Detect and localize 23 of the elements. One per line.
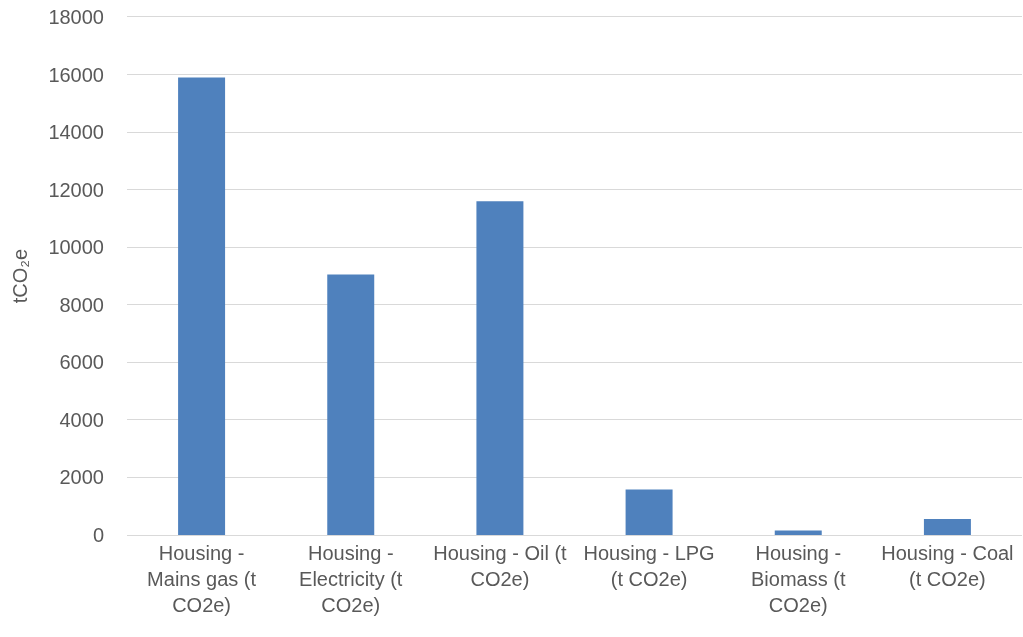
y-tick-label: 18000 bbox=[48, 6, 104, 28]
bar bbox=[178, 77, 226, 535]
x-tick-label: Housing - LPG (t CO2e) bbox=[583, 542, 715, 590]
x-tick-label: Housing - Mains gas (t CO2e) bbox=[147, 542, 257, 616]
bar bbox=[625, 489, 673, 535]
x-tick-label: Housing - Biomass (t CO2e) bbox=[751, 542, 846, 616]
y-tick-label: 6000 bbox=[59, 351, 104, 374]
y-tick-label: 12000 bbox=[48, 178, 104, 201]
y-tick-label: 4000 bbox=[59, 408, 104, 431]
bar bbox=[327, 274, 375, 535]
y-tick-label: 0 bbox=[92, 524, 104, 546]
x-tick-label: Housing - Oil (t CO2e) bbox=[433, 542, 568, 590]
bar bbox=[774, 530, 822, 535]
y-tick-label: 8000 bbox=[59, 293, 104, 316]
y-axis-title: tCO₂e bbox=[8, 248, 31, 304]
x-tick-label: Housing - Electricity (t CO2e) bbox=[299, 542, 403, 616]
bar bbox=[476, 201, 524, 535]
bar bbox=[923, 518, 971, 535]
y-tick-label: 16000 bbox=[48, 63, 104, 86]
y-tick-label: 14000 bbox=[48, 121, 104, 144]
x-tick-label: Housing - Coal (t CO2e) bbox=[881, 542, 1014, 590]
y-tick-label: 2000 bbox=[59, 466, 104, 489]
y-tick-label: 10000 bbox=[48, 236, 104, 259]
